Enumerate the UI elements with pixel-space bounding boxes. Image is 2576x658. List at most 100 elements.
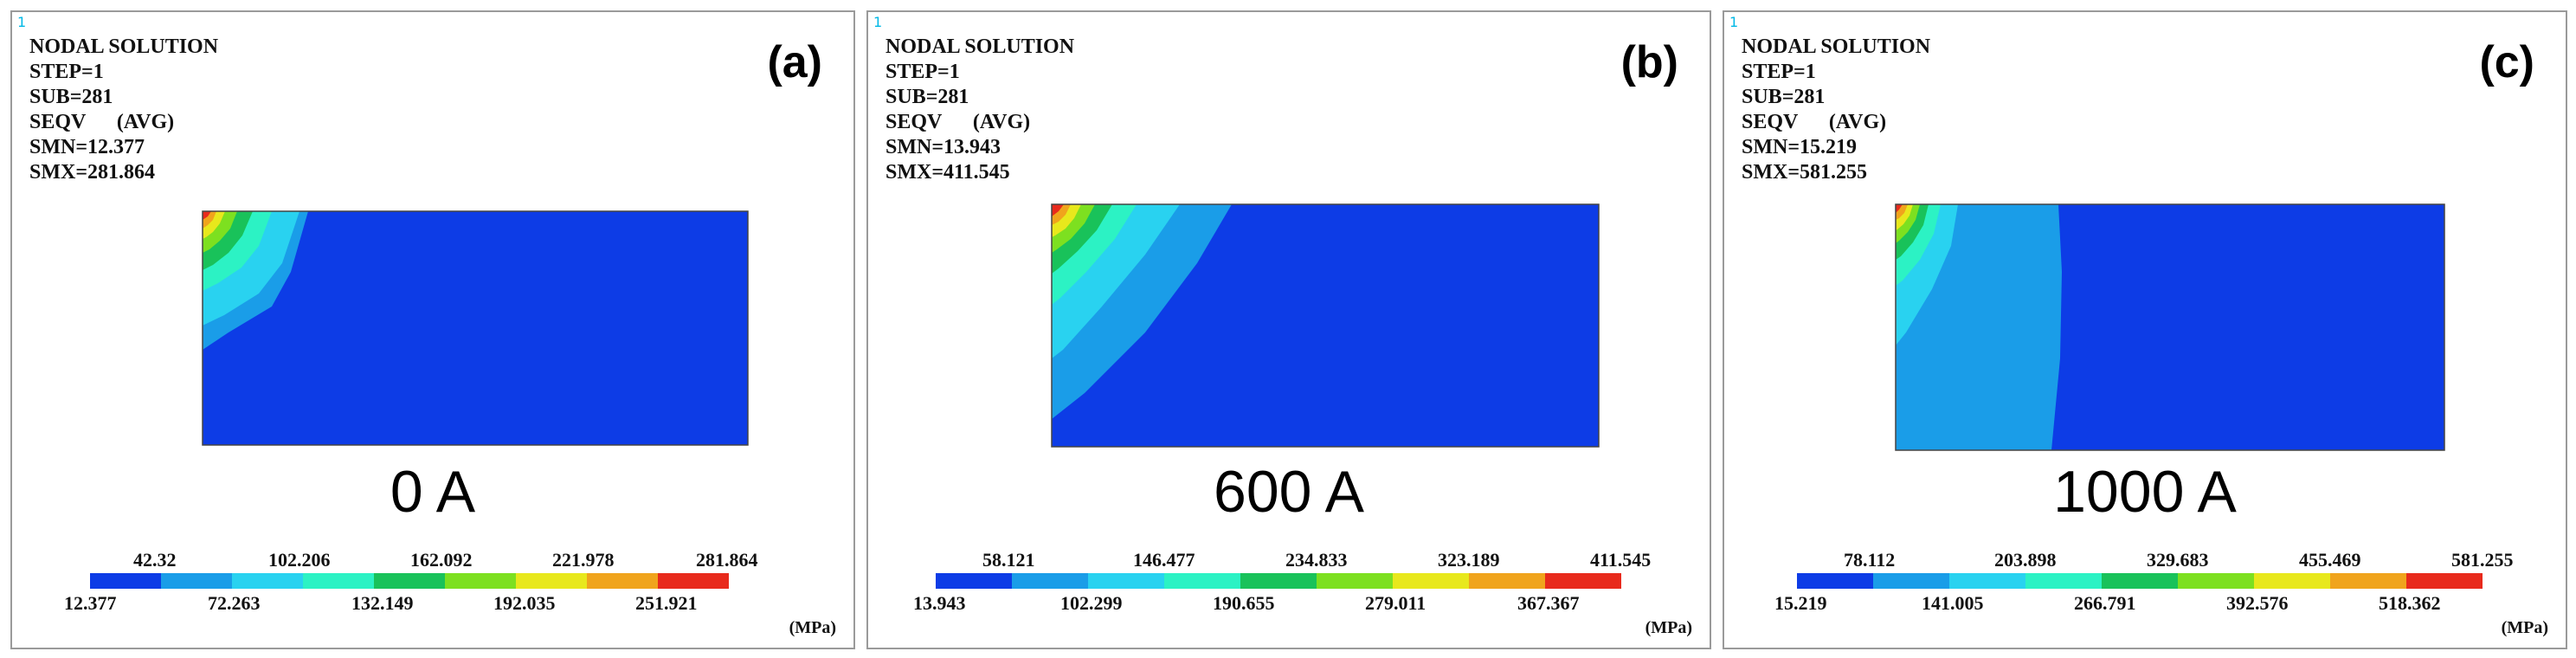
legend-value: 266.791 — [2074, 592, 2136, 614]
legend-value: 42.32 — [133, 549, 177, 571]
legend-value: 203.898 — [1994, 549, 2057, 571]
legend-swatch-2 — [161, 573, 232, 589]
legend-value: 192.035 — [493, 592, 556, 614]
legend-value: 455.469 — [2299, 549, 2361, 571]
legend-swatch-9 — [1545, 573, 1621, 589]
window-number: 1 — [17, 14, 27, 30]
current-label: 0 A — [390, 459, 476, 525]
legend-swatch-6 — [1317, 573, 1393, 589]
panel-a: 1 NODAL SOLUTION STEP=1 SUB=281 SEQV (AV… — [10, 10, 855, 649]
current-label: 600 A — [1214, 459, 1364, 525]
legend-value: 411.545 — [1590, 549, 1652, 571]
legend-value: 12.377 — [64, 592, 117, 614]
legend-value: 329.683 — [2147, 549, 2209, 571]
solution-title: NODAL SOLUTION — [886, 35, 1075, 58]
legend-swatch-8 — [1469, 573, 1545, 589]
legend-value: 367.367 — [1517, 592, 1580, 614]
legend-swatch-1 — [1797, 573, 1873, 589]
legend-swatch-1 — [936, 573, 1012, 589]
domain-outline — [202, 210, 749, 446]
legend-value: 102.206 — [268, 549, 331, 571]
legend-value: 102.299 — [1060, 592, 1123, 614]
legend-value: 323.189 — [1438, 549, 1500, 571]
step-text: STEP=1 — [1742, 61, 1816, 83]
legend-swatch-4 — [2025, 573, 2102, 589]
panel-b: 1 NODAL SOLUTION STEP=1 SUB=281 SEQV (AV… — [866, 10, 1711, 649]
legend-bar — [936, 573, 1621, 589]
contour-band-8 — [1052, 204, 1064, 216]
unit-label: (MPa) — [1645, 618, 1692, 637]
legend-swatch-8 — [587, 573, 658, 589]
legend-swatch-7 — [516, 573, 587, 589]
legend-swatch-3 — [232, 573, 303, 589]
smx-text: SMX=581.255 — [1742, 161, 1868, 184]
smn-text: SMN=13.943 — [886, 136, 1001, 158]
legend-swatch-4 — [1164, 573, 1240, 589]
legend-swatch-7 — [2254, 573, 2330, 589]
window-number: 1 — [873, 14, 883, 30]
legend-swatch-3 — [1088, 573, 1164, 589]
unit-label: (MPa) — [789, 618, 836, 637]
current-label: 1000 A — [2053, 459, 2237, 525]
solution-title: NODAL SOLUTION — [29, 35, 219, 58]
sub-text: SUB=281 — [1742, 86, 1826, 108]
contour-band-8 — [1896, 204, 1903, 213]
legend-value: 141.005 — [1922, 592, 1984, 614]
legend-swatch-9 — [2406, 573, 2483, 589]
solution-title: NODAL SOLUTION — [1742, 35, 1931, 58]
step-text: STEP=1 — [29, 61, 104, 83]
legend-value: 15.219 — [1774, 592, 1827, 614]
legend-swatch-1 — [90, 573, 161, 589]
legend-bar — [90, 573, 729, 589]
sub-text: SUB=281 — [29, 86, 113, 108]
unit-label: (MPa) — [2501, 618, 2548, 637]
legend-swatch-5 — [2102, 573, 2178, 589]
contour-plot — [90, 210, 749, 589]
legend-swatch-5 — [1240, 573, 1317, 589]
legend-swatch-3 — [1949, 573, 2025, 589]
legend-value: 392.576 — [2226, 592, 2289, 614]
seqv-text: SEQV (AVG) — [886, 111, 1031, 133]
legend-value: 279.011 — [1365, 592, 1426, 614]
panel-label: (a) — [767, 37, 822, 87]
contour-plot — [1797, 203, 2483, 589]
contour-plot — [936, 203, 1621, 589]
legend-swatch-6 — [2178, 573, 2254, 589]
legend-swatch-6 — [445, 573, 516, 589]
sub-text: SUB=281 — [886, 86, 969, 108]
panel-c: 1 NODAL SOLUTION STEP=1 SUB=281 SEQV (AV… — [1723, 10, 2567, 649]
legend-value: 251.921 — [635, 592, 698, 614]
panel-label: (b) — [1620, 37, 1678, 87]
legend-value: 13.943 — [913, 592, 966, 614]
smx-text: SMX=411.545 — [886, 161, 1010, 184]
solution-info: NODAL SOLUTION STEP=1 SUB=281 SEQV (AVG)… — [29, 35, 218, 185]
domain-outline — [1895, 203, 2445, 451]
legend-swatch-9 — [658, 573, 729, 589]
legend-swatch-5 — [374, 573, 445, 589]
legend-value: 281.864 — [696, 549, 758, 571]
legend-swatch-4 — [303, 573, 374, 589]
legend-value: 146.477 — [1133, 549, 1195, 571]
legend-swatch-7 — [1393, 573, 1469, 589]
legend-value: 132.149 — [351, 592, 414, 614]
legend-value: 581.255 — [2451, 549, 2514, 571]
legend-value: 72.263 — [208, 592, 261, 614]
step-text: STEP=1 — [886, 61, 960, 83]
seqv-text: SEQV (AVG) — [29, 111, 175, 133]
smn-text: SMN=12.377 — [29, 136, 145, 158]
contour-band-8 — [203, 211, 211, 220]
legend-swatch-2 — [1012, 573, 1088, 589]
legend-value: 78.112 — [1844, 549, 1896, 571]
window-number: 1 — [1729, 14, 1739, 30]
legend-value: 234.833 — [1285, 549, 1348, 571]
legend-value: 58.121 — [982, 549, 1035, 571]
legend-value: 190.655 — [1213, 592, 1275, 614]
legend-value: 221.978 — [552, 549, 615, 571]
panel-label: (c) — [2479, 37, 2534, 87]
solution-info: NODAL SOLUTION STEP=1 SUB=281 SEQV (AVG)… — [1742, 35, 1930, 185]
smn-text: SMN=15.219 — [1742, 136, 1858, 158]
solution-info: NODAL SOLUTION STEP=1 SUB=281 SEQV (AVG)… — [886, 35, 1074, 185]
legend-swatch-2 — [1873, 573, 1949, 589]
legend-swatch-8 — [2330, 573, 2406, 589]
legend-value: 518.362 — [2379, 592, 2441, 614]
